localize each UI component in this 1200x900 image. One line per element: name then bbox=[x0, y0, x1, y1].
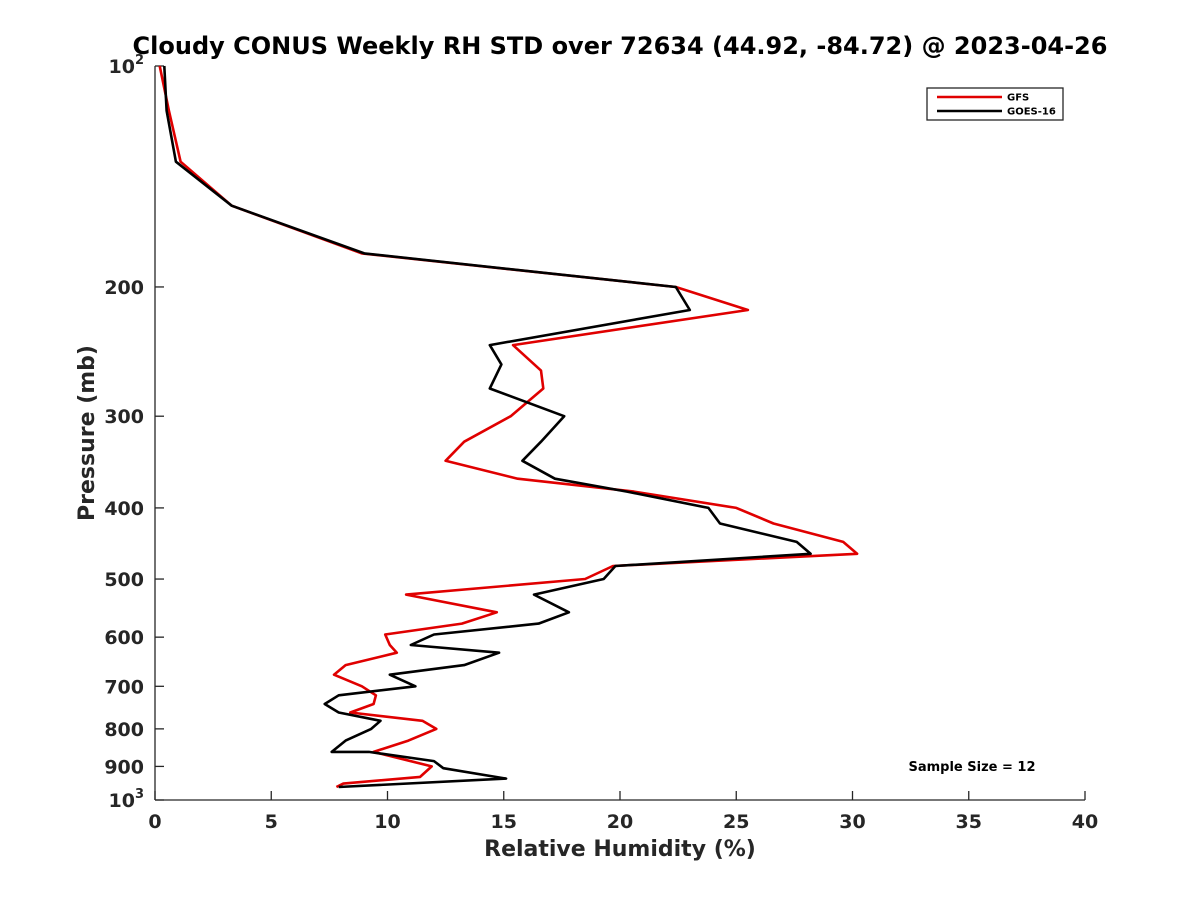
y-axis-label: Pressure (mb) bbox=[75, 345, 100, 521]
x-tick-label: 40 bbox=[1072, 811, 1098, 833]
x-tick-label: 0 bbox=[148, 811, 161, 833]
x-tick-label: 35 bbox=[956, 811, 982, 833]
legend-items: GFS GOES-16 bbox=[937, 93, 1056, 118]
x-tick-label: 5 bbox=[265, 811, 278, 833]
y-tick-label: 700 bbox=[104, 676, 144, 698]
y-tick-label: 103 bbox=[109, 787, 145, 812]
series-line-gfs bbox=[158, 65, 859, 789]
x-tick-label: 10 bbox=[374, 811, 400, 833]
y-ticks: 102 200 300 400 500 600 700 800 900 103 bbox=[104, 53, 164, 812]
x-tick-label: 25 bbox=[723, 811, 749, 833]
x-tick-label: 30 bbox=[839, 811, 865, 833]
legend-label: GOES-16 bbox=[1007, 107, 1056, 118]
x-tick-label: 20 bbox=[607, 811, 633, 833]
x-ticks: 0 5 10 15 20 25 30 35 40 bbox=[148, 791, 1098, 833]
y-tick-label: 900 bbox=[104, 756, 144, 778]
x-tick-label: 15 bbox=[491, 811, 517, 833]
legend: GFS GOES-16 bbox=[926, 87, 1064, 121]
y-tick-label: 200 bbox=[104, 277, 144, 299]
legend-label: GFS bbox=[1007, 93, 1029, 104]
axes bbox=[154, 66, 1085, 801]
y-tick-label: 600 bbox=[104, 627, 144, 649]
sample-size-annotation: Sample Size = 12 bbox=[908, 760, 1035, 775]
y-tick-label: 800 bbox=[104, 719, 144, 741]
series-line-goes-16 bbox=[163, 65, 812, 789]
y-tick-label: 400 bbox=[104, 498, 144, 520]
legend-box bbox=[926, 87, 1064, 121]
y-tick-label: 102 bbox=[109, 53, 145, 78]
y-tick-label: 500 bbox=[104, 569, 144, 591]
series-lines bbox=[158, 65, 859, 789]
chart-title: Cloudy CONUS Weekly RH STD over 72634 (4… bbox=[133, 32, 1108, 60]
y-tick-label: 300 bbox=[104, 406, 144, 428]
x-axis-label: Relative Humidity (%) bbox=[484, 837, 756, 862]
